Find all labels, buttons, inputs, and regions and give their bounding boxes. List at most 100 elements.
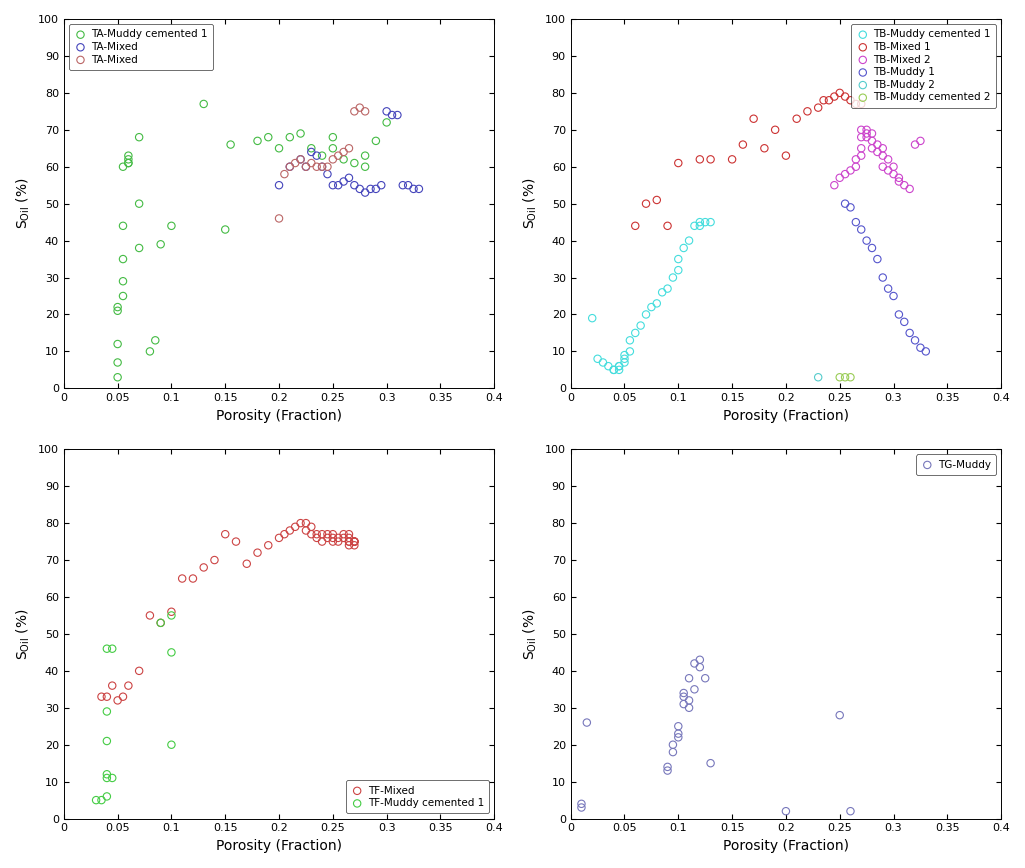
TG-Muddy: [659, 760, 675, 773]
TA-Muddy cemented 1: [120, 156, 136, 170]
TF-Mixed: [98, 690, 115, 704]
TG-Muddy: [692, 653, 708, 667]
TG-Muddy: [665, 745, 682, 759]
TB-Mixed 2: [853, 141, 869, 155]
TB-Mixed 2: [891, 171, 907, 185]
TA-Muddy cemented 1: [292, 127, 309, 141]
TF-Muddy cemented 1: [153, 616, 169, 630]
TA-Mixed: [346, 104, 363, 118]
TG-Muddy: [681, 671, 697, 685]
TB-Muddy cemented 1: [644, 300, 660, 314]
TB-Muddy cemented 1: [616, 348, 632, 362]
TF-Mixed: [335, 531, 352, 545]
TB-Muddy 1: [843, 201, 859, 214]
TB-Mixed 2: [853, 148, 869, 162]
TB-Mixed 2: [912, 134, 929, 148]
TB-Muddy 1: [912, 341, 929, 355]
TA-Muddy cemented 1: [120, 148, 136, 162]
TF-Mixed: [282, 523, 298, 537]
TA-Muddy cemented 1: [325, 130, 341, 144]
TF-Muddy cemented 1: [98, 771, 115, 785]
TG-Muddy: [579, 715, 596, 729]
TA-Mixed: [276, 168, 292, 181]
TF-Mixed: [115, 690, 131, 704]
Legend: TA-Muddy cemented 1, TA-Mixed, TA-Mixed: TA-Muddy cemented 1, TA-Mixed, TA-Mixed: [69, 24, 212, 69]
TA-Muddy cemented 1: [141, 345, 158, 358]
TF-Muddy cemented 1: [98, 734, 115, 748]
TB-Mixed 2: [869, 138, 886, 152]
TB-Muddy 1: [864, 241, 880, 255]
TB-Muddy cemented 1: [622, 345, 639, 358]
TF-Mixed: [346, 538, 363, 552]
Y-axis label: $\mathregular{S_{Oil}}$ (%): $\mathregular{S_{Oil}}$ (%): [15, 608, 33, 660]
TA-Mixed: [335, 174, 352, 188]
TF-Mixed: [217, 527, 234, 541]
TA-Muddy cemented 1: [115, 252, 131, 266]
TB-Mixed 1: [638, 197, 654, 211]
TA-Mixed: [303, 145, 320, 159]
TA-Mixed: [340, 171, 357, 185]
TA-Mixed: [368, 182, 384, 196]
TB-Muddy 1: [858, 233, 874, 247]
TB-Mixed 1: [788, 112, 805, 126]
TB-Muddy 1: [853, 222, 869, 236]
TB-Muddy 1: [891, 307, 907, 321]
TB-Muddy cemented 1: [692, 219, 708, 233]
TA-Mixed: [287, 156, 303, 170]
TA-Mixed: [303, 156, 320, 170]
TB-Muddy cemented 1: [702, 215, 719, 229]
TA-Muddy cemented 1: [115, 160, 131, 174]
TG-Muddy: [670, 727, 687, 740]
TA-Muddy cemented 1: [115, 219, 131, 233]
TB-Muddy cemented 1: [675, 241, 692, 255]
X-axis label: Porosity (Fraction): Porosity (Fraction): [216, 839, 342, 853]
TB-Muddy cemented 1: [611, 359, 627, 373]
TA-Muddy cemented 1: [303, 141, 320, 155]
TA-Mixed: [319, 160, 335, 174]
TA-Muddy cemented 1: [110, 337, 126, 351]
TF-Mixed: [120, 679, 136, 693]
TA-Mixed: [378, 104, 395, 118]
TA-Muddy cemented 1: [110, 371, 126, 385]
TF-Mixed: [228, 535, 244, 549]
TB-Mixed 2: [853, 123, 869, 137]
Y-axis label: $\mathregular{S_{Oil}}$ (%): $\mathregular{S_{Oil}}$ (%): [522, 178, 539, 229]
TA-Muddy cemented 1: [222, 138, 239, 152]
TF-Mixed: [206, 553, 222, 567]
TB-Mixed 1: [843, 93, 859, 107]
TB-Mixed 2: [843, 163, 859, 177]
TB-Mixed 1: [659, 219, 675, 233]
TB-Muddy cemented 1: [584, 312, 601, 326]
TA-Muddy cemented 1: [131, 241, 148, 255]
TB-Mixed 1: [810, 101, 826, 115]
X-axis label: Porosity (Fraction): Porosity (Fraction): [723, 839, 849, 853]
TF-Mixed: [325, 531, 341, 545]
TA-Muddy cemented 1: [357, 160, 373, 174]
TB-Muddy cemented 1: [670, 263, 687, 277]
TA-Mixed: [292, 153, 309, 167]
TA-Mixed: [282, 160, 298, 174]
TF-Mixed: [287, 520, 303, 534]
TA-Muddy cemented 1: [260, 130, 277, 144]
TF-Mixed: [319, 527, 335, 541]
X-axis label: Porosity (Fraction): Porosity (Fraction): [723, 409, 849, 423]
TF-Mixed: [309, 531, 325, 545]
TB-Mixed 2: [858, 130, 874, 144]
TF-Mixed: [314, 527, 330, 541]
TB-Mixed 1: [778, 148, 794, 162]
TF-Mixed: [276, 527, 292, 541]
TA-Mixed: [395, 178, 411, 192]
TB-Muddy cemented 2: [831, 371, 848, 385]
TF-Mixed: [303, 527, 320, 541]
TA-Muddy cemented 1: [163, 219, 179, 233]
TB-Mixed 2: [853, 130, 869, 144]
TA-Muddy cemented 1: [282, 130, 298, 144]
TB-Muddy 1: [836, 197, 853, 211]
TB-Muddy cemented 1: [622, 333, 639, 347]
TA-Muddy cemented 1: [120, 156, 136, 170]
TF-Muddy cemented 1: [163, 646, 179, 660]
TB-Muddy cemented 1: [616, 356, 632, 370]
TB-Mixed 1: [831, 86, 848, 100]
TA-Muddy cemented 1: [110, 300, 126, 314]
X-axis label: Porosity (Fraction): Porosity (Fraction): [216, 409, 342, 423]
